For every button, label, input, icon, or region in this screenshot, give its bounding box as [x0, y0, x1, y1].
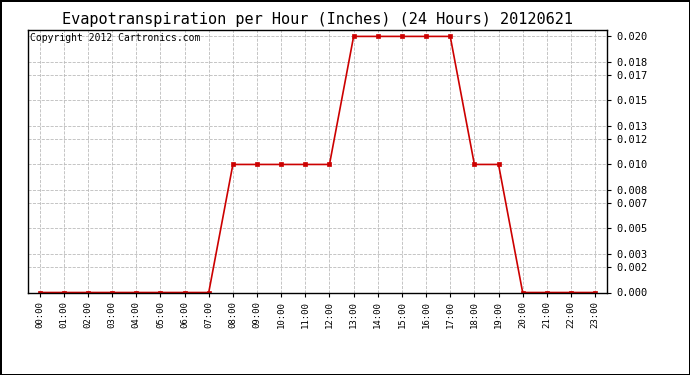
Text: Copyright 2012 Cartronics.com: Copyright 2012 Cartronics.com: [30, 33, 201, 43]
Title: Evapotranspiration per Hour (Inches) (24 Hours) 20120621: Evapotranspiration per Hour (Inches) (24…: [62, 12, 573, 27]
